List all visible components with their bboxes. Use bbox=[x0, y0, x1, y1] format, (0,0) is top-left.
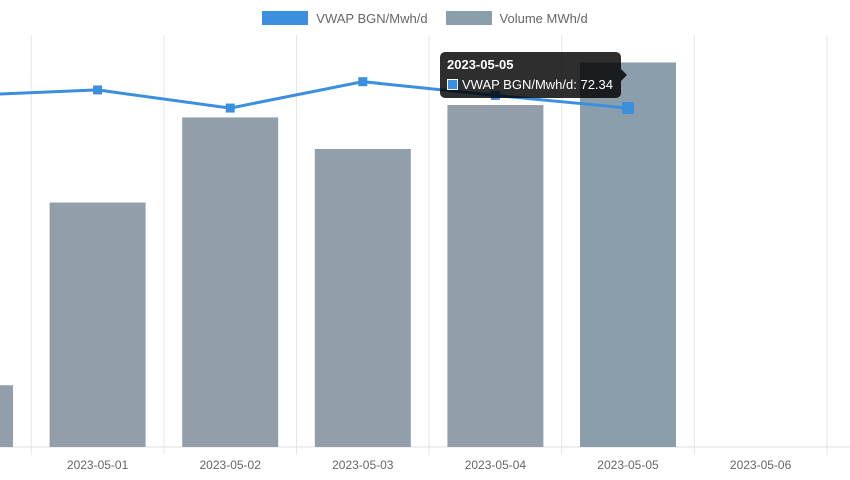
x-tick-labels: 2023-05-01 2023-05-02 2023-05-03 2023-05-04… bbox=[67, 458, 792, 472]
vwap-point[interactable] bbox=[225, 103, 235, 113]
x-tick-label: 2023-05-04 bbox=[465, 458, 527, 472]
legend-swatch-vwap bbox=[262, 11, 309, 25]
vwap-point[interactable] bbox=[622, 102, 634, 115]
volume-bar[interactable] bbox=[182, 117, 279, 448]
legend-item-vwap[interactable]: VWAP BGN/Mwh/d bbox=[262, 10, 428, 26]
vwap-point[interactable] bbox=[93, 85, 103, 95]
vwap-point[interactable] bbox=[358, 77, 368, 87]
tooltip-title: 2023-05-05 bbox=[447, 57, 514, 72]
tooltip-color-box bbox=[447, 79, 458, 90]
legend-item-volume[interactable]: Volume MWh/d bbox=[445, 10, 588, 26]
volume-bars bbox=[0, 62, 676, 448]
legend-label-vwap: VWAP BGN/Mwh/d bbox=[316, 10, 428, 26]
x-tick-label: 2023-05-06 bbox=[730, 458, 792, 472]
x-tick-label: 2023-05-03 bbox=[332, 458, 394, 472]
tooltip-row: VWAP BGN/Mwh/d: 72.34 bbox=[447, 77, 614, 92]
volume-bar[interactable] bbox=[580, 62, 676, 447]
tooltip: 2023-05-05 VWAP BGN/Mwh/d: 72.34 bbox=[440, 52, 627, 98]
x-tick-label: 2023-05-02 bbox=[200, 458, 262, 472]
volume-bar[interactable] bbox=[49, 202, 146, 447]
legend-swatch-volume bbox=[445, 11, 492, 25]
volume-bar[interactable] bbox=[314, 148, 411, 447]
tooltip-caret bbox=[621, 69, 627, 81]
x-tick-label: 2023-05-05 bbox=[597, 458, 659, 472]
legend-label-volume: Volume MWh/d bbox=[499, 10, 588, 26]
tooltip-value: VWAP BGN/Mwh/d: 72.34 bbox=[462, 77, 614, 92]
volume-bar[interactable] bbox=[0, 385, 13, 447]
volume-bar[interactable] bbox=[447, 105, 544, 447]
x-tick-label: 2023-05-01 bbox=[67, 458, 129, 472]
legend: VWAP BGN/Mwh/d Volume MWh/d bbox=[0, 8, 850, 28]
